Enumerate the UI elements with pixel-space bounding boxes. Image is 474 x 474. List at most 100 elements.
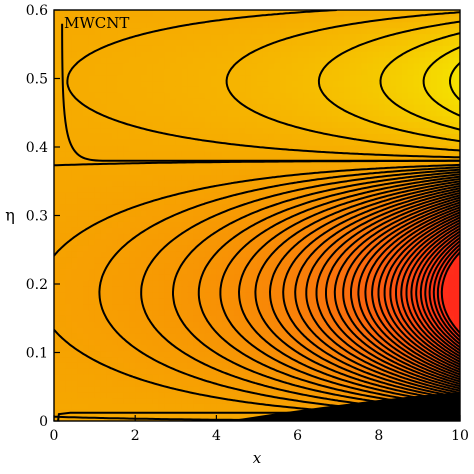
fill-cell (407, 21, 415, 29)
fill-cell (158, 203, 165, 211)
fill-cell (100, 233, 107, 240)
fill-cell (54, 350, 61, 358)
fill-cell (117, 150, 125, 158)
fill-cell (239, 80, 246, 87)
fill-cell (349, 209, 357, 217)
fill-cell (344, 238, 351, 246)
fill-cell (106, 174, 113, 181)
fill-cell (112, 150, 119, 158)
fill-cell (164, 15, 171, 23)
fill-cell (280, 391, 287, 399)
fill-cell (152, 303, 159, 311)
fill-cell (338, 80, 345, 87)
fill-cell (338, 209, 345, 217)
fill-cell (187, 356, 194, 363)
fill-cell (280, 150, 287, 158)
fill-cell (129, 362, 136, 369)
fill-cell (158, 15, 165, 23)
fill-cell (233, 103, 241, 111)
fill-cell (291, 192, 299, 199)
fill-cell (123, 327, 130, 334)
fill-cell (402, 180, 409, 187)
fill-cell (303, 121, 310, 129)
fill-cell (199, 27, 206, 35)
fill-cell (88, 350, 96, 358)
fill-cell (222, 174, 229, 181)
fill-cell (123, 74, 130, 82)
fill-cell (384, 98, 391, 105)
fill-cell (77, 80, 84, 87)
fill-cell (146, 374, 154, 381)
fill-cell (384, 162, 391, 170)
fill-cell (390, 21, 397, 29)
fill-cell (199, 80, 206, 87)
fill-cell (442, 303, 449, 311)
fill-cell (164, 39, 171, 46)
fill-cell (170, 39, 177, 46)
fill-cell (332, 98, 339, 105)
fill-cell (216, 415, 223, 421)
fill-cell (344, 233, 351, 240)
fill-cell (297, 86, 304, 93)
fill-cell (199, 168, 206, 175)
fill-cell (332, 303, 339, 311)
fill-cell (112, 350, 119, 358)
fill-cell (222, 244, 229, 252)
fill-cell (407, 250, 415, 258)
fill-cell (71, 180, 78, 187)
fill-cell (239, 180, 246, 187)
fill-cell (100, 397, 107, 404)
fill-cell (320, 186, 328, 193)
fill-cell (117, 291, 125, 299)
fill-cell (396, 297, 403, 305)
fill-cell (454, 297, 460, 305)
fill-cell (170, 391, 177, 399)
fill-cell (251, 362, 258, 369)
fill-cell (146, 285, 154, 293)
fill-cell (170, 139, 177, 146)
fill-cell (245, 68, 252, 76)
fill-cell (338, 39, 345, 46)
fill-cell (210, 233, 217, 240)
fill-cell (129, 15, 136, 23)
fill-cell (77, 215, 84, 222)
fill-cell (204, 332, 212, 340)
fill-cell (274, 250, 281, 258)
fill-cell (94, 10, 101, 17)
fill-cell (315, 397, 322, 404)
fill-cell (83, 403, 90, 410)
fill-cell (193, 86, 200, 93)
fill-cell (303, 68, 310, 76)
fill-cell (71, 121, 78, 129)
fill-cell (106, 244, 113, 252)
fill-cell (315, 86, 322, 93)
fill-cell (239, 115, 246, 123)
fill-cell (141, 197, 148, 205)
fill-cell (320, 233, 328, 240)
fill-cell (431, 344, 438, 352)
fill-cell (228, 221, 235, 228)
fill-cell (251, 303, 258, 311)
fill-cell (425, 344, 432, 352)
fill-cell (297, 374, 304, 381)
fill-cell (210, 321, 217, 328)
separatrix-line (61, 23, 460, 162)
fill-cell (100, 192, 107, 199)
fill-cell (384, 285, 391, 293)
fill-cell (100, 291, 107, 299)
fill-cell (303, 103, 310, 111)
fill-cell (280, 362, 287, 369)
fill-cell (129, 350, 136, 358)
fill-cell (59, 338, 67, 346)
fill-cell (54, 385, 61, 393)
fill-cell (280, 186, 287, 193)
fill-cell (210, 338, 217, 346)
fill-cell (257, 33, 264, 40)
fill-cell (106, 221, 113, 228)
fill-cell (187, 315, 194, 322)
fill-cell (71, 374, 78, 381)
fill-cell (326, 133, 333, 140)
fill-cell (59, 192, 67, 199)
fill-cell (390, 133, 397, 140)
fill-cell (83, 221, 90, 228)
